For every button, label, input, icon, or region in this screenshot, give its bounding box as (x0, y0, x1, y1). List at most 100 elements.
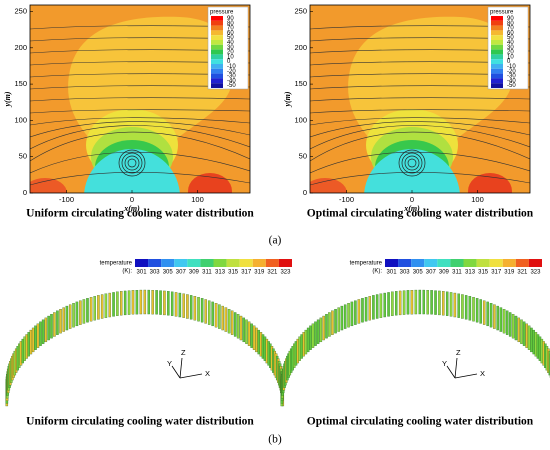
tube (314, 321, 317, 346)
legend-title: temperature (350, 261, 383, 267)
tube (499, 307, 503, 332)
legend-swatch (463, 259, 477, 267)
tube (204, 299, 207, 324)
streamline (30, 97, 250, 102)
legend-label: -30 (507, 74, 516, 80)
legend-label: 307 (426, 270, 437, 276)
axis-letter: Y (167, 359, 172, 368)
vortex (404, 155, 420, 171)
tube (197, 297, 200, 322)
legend-swatch (491, 40, 503, 45)
legend-swatch (161, 259, 175, 267)
tube (255, 327, 258, 353)
tube (372, 295, 375, 320)
tube (155, 290, 158, 315)
vortex (407, 158, 417, 168)
legend-label: 80 (507, 21, 514, 27)
legend-label: 70 (227, 26, 234, 32)
x-tick-label: 100 (191, 195, 204, 204)
legend-label: 10 (227, 54, 234, 60)
tube (44, 317, 48, 343)
tube (200, 298, 204, 323)
vortex (121, 152, 143, 174)
tube (72, 303, 75, 328)
legend-swatch (211, 54, 223, 60)
region (188, 173, 232, 193)
legend-swatch (491, 59, 503, 64)
x-tick-label: 100 (471, 195, 484, 204)
tube (170, 291, 174, 316)
legend-swatch (211, 59, 223, 64)
legend-label: 30 (507, 45, 514, 51)
tube (68, 304, 72, 329)
legend-swatch (385, 259, 399, 267)
tube (65, 305, 69, 331)
tube (434, 290, 437, 315)
tube (368, 296, 371, 321)
y-tick-label: 250 (294, 6, 307, 15)
tube (252, 325, 256, 350)
tube (426, 290, 429, 315)
tube (131, 290, 135, 315)
tube (530, 327, 533, 353)
tube (239, 315, 243, 341)
contour-plot: pressure9080706050403020100-10-20-30-40-… (283, 4, 531, 213)
legend-label: -40 (507, 78, 516, 84)
tube (331, 310, 334, 335)
legend-swatch (491, 73, 503, 79)
legend-title: pressure (490, 10, 514, 16)
legend-label: 307 (176, 270, 187, 276)
legend-label: 313 (465, 270, 476, 276)
streamline (310, 121, 530, 138)
x-tick-label: 0 (410, 195, 414, 204)
tube (357, 299, 361, 324)
legend-label: 30 (227, 45, 234, 51)
tube (50, 314, 53, 339)
legend-swatch (211, 49, 223, 55)
legend-swatch (528, 259, 542, 267)
legend-swatch (135, 259, 149, 267)
legend-label: 321 (267, 270, 278, 276)
legend-swatch (174, 259, 188, 267)
tube (532, 329, 535, 355)
legend-swatch (211, 25, 223, 31)
tube (502, 308, 506, 334)
tube (27, 332, 30, 357)
vortex (127, 158, 137, 168)
tube (445, 291, 449, 316)
streamline (310, 117, 530, 126)
legend-swatch (211, 20, 223, 26)
y-tick-label: 50 (19, 152, 27, 161)
tube (211, 301, 214, 327)
tube (53, 312, 56, 337)
legend-label: 20 (507, 50, 514, 56)
tube (139, 289, 143, 315)
legend-label: 319 (254, 270, 265, 276)
legend-label: 301 (387, 270, 398, 276)
legend-swatch (476, 259, 490, 267)
y-tick-label: 0 (23, 188, 27, 197)
vortex (398, 149, 426, 177)
tube (41, 319, 45, 344)
tube (410, 290, 414, 315)
legend-label: 317 (491, 270, 502, 276)
y-tick-label: 150 (14, 79, 27, 88)
legend-swatch (211, 40, 223, 45)
legend-label: -10 (227, 64, 236, 70)
tube (387, 292, 390, 317)
tube (257, 329, 260, 355)
tube (247, 321, 251, 346)
tube (224, 307, 228, 332)
tube (414, 289, 418, 315)
tube (29, 329, 33, 355)
tube (361, 298, 364, 323)
legend-label: 60 (507, 30, 514, 36)
legend-label: 303 (400, 270, 411, 276)
tube (482, 300, 486, 325)
tube (242, 317, 246, 343)
tube (86, 298, 89, 323)
tube (311, 323, 315, 348)
panel-label: (a) (269, 235, 282, 247)
tube (159, 290, 162, 315)
caption: Uniform circulating cooling water distri… (26, 416, 254, 428)
